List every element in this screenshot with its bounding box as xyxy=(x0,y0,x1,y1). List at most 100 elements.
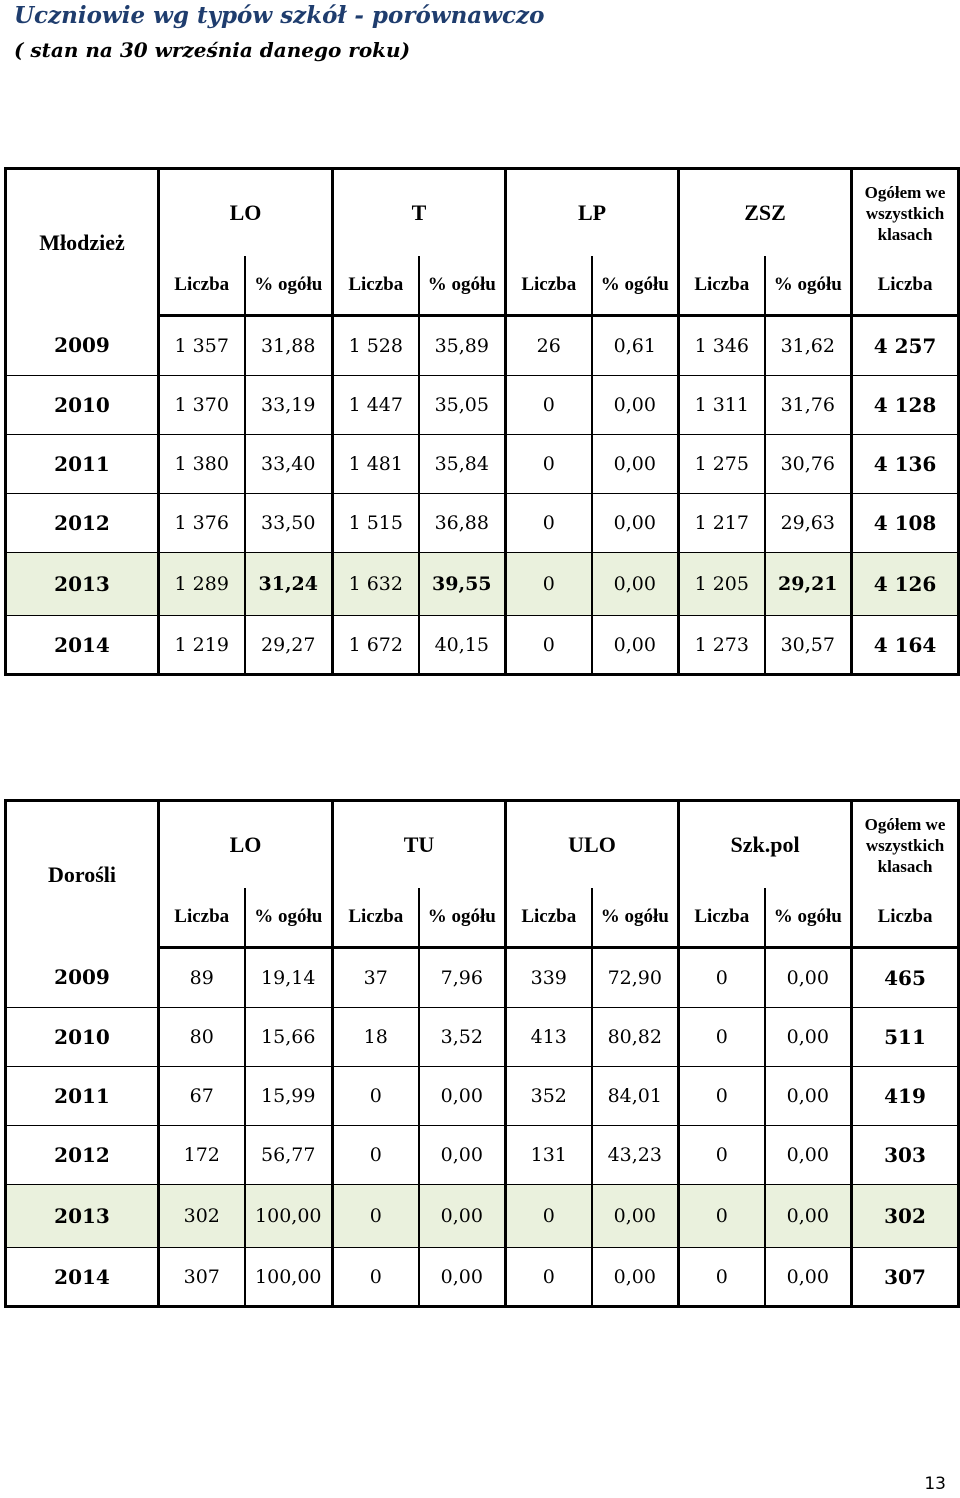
percent-subheader: % ogółu xyxy=(764,888,854,949)
percent-subheader: % ogółu xyxy=(244,888,335,949)
percent-cell: 72,90 xyxy=(591,947,681,1008)
count-subheader: Liczba xyxy=(158,256,246,317)
percent-subheader: % ogółu xyxy=(418,888,508,949)
count-cell: 339 xyxy=(505,947,593,1008)
percent-cell: 35,84 xyxy=(418,434,508,494)
percent-cell: 0,00 xyxy=(591,1247,681,1307)
percent-cell: 35,05 xyxy=(418,375,508,435)
percent-cell: 0,00 xyxy=(764,1247,854,1307)
count-cell: 1 376 xyxy=(158,493,246,553)
table-row: 2009 1 357 31,88 1 528 35,89 26 0,61 1 346 31,62… xyxy=(5,315,959,376)
percent-cell: 15,66 xyxy=(244,1007,335,1067)
count-cell: 1 447 xyxy=(332,375,420,435)
total-cell: 419 xyxy=(851,1066,959,1126)
percent-cell: 35,89 xyxy=(418,315,508,376)
count-cell: 1 528 xyxy=(332,315,420,376)
percent-cell: 29,63 xyxy=(764,493,854,553)
count-cell: 0 xyxy=(505,434,593,494)
table-row: 2010 1 370 33,19 1 447 35,05 0 0,00 1 311 31,76 4… xyxy=(5,375,959,435)
table-row: 2013 302 100,00 0 0,00 0 0,00 0 0,00 302 xyxy=(5,1184,959,1248)
count-cell: 352 xyxy=(505,1066,593,1126)
percent-cell: 0,00 xyxy=(764,1066,854,1126)
count-subheader: Liczba xyxy=(332,888,420,949)
percent-cell: 80,82 xyxy=(591,1007,681,1067)
percent-cell: 33,40 xyxy=(244,434,335,494)
header-row-subcolumns: Liczba% ogółu Liczba% ogółu Liczba% ogółu L… xyxy=(6,888,959,949)
percent-cell: 33,19 xyxy=(244,375,335,435)
percent-subheader: % ogółu xyxy=(418,256,508,317)
count-cell: 1 515 xyxy=(332,493,420,553)
header-row-subcolumns: Liczba% ogółu Liczba% ogółu Liczba% ogółu L… xyxy=(6,256,959,317)
count-cell: 0 xyxy=(678,1125,766,1185)
count-subheader: Liczba xyxy=(505,256,593,317)
percent-cell: 0,00 xyxy=(764,947,854,1008)
percent-cell: 30,76 xyxy=(764,434,854,494)
percent-cell: 40,15 xyxy=(418,615,508,675)
table-row: 2012 172 56,77 0 0,00 131 43,23 0 0,00 303 xyxy=(5,1125,959,1185)
percent-cell: 100,00 xyxy=(244,1184,335,1248)
year-cell: 2009 xyxy=(5,315,160,376)
count-cell: 0 xyxy=(332,1066,420,1126)
table-row: 2012 1 376 33,50 1 515 36,88 0 0,00 1 217 29,63 4… xyxy=(5,493,959,553)
year-cell: 2011 xyxy=(5,434,160,494)
total-cell: 307 xyxy=(884,1264,926,1289)
percent-cell: 0,00 xyxy=(764,1125,854,1185)
count-cell: 0 xyxy=(678,1007,766,1067)
count-cell: 1 275 xyxy=(678,434,766,494)
year-cell: 2012 xyxy=(5,493,160,553)
percent-cell: 56,77 xyxy=(244,1125,335,1185)
header-row-groups: Młodzież LO T LP ZSZ Ogółem we wszystkich kla… xyxy=(5,168,959,316)
percent-subheader: % ogółu xyxy=(764,256,854,317)
percent-cell: 0,00 xyxy=(764,1007,854,1067)
percent-subheader: % ogółu xyxy=(244,256,335,317)
count-cell: 0 xyxy=(678,1247,766,1307)
count-cell: 80 xyxy=(158,1007,246,1067)
percent-cell: 0,00 xyxy=(764,1184,854,1248)
school-type-header: ULO xyxy=(505,800,681,888)
count-cell: 1 481 xyxy=(332,434,420,494)
count-cell: 89 xyxy=(158,947,246,1008)
percent-cell: 31,24 xyxy=(244,552,335,616)
count-cell: 0 xyxy=(505,1247,593,1307)
percent-cell: 36,88 xyxy=(418,493,508,553)
percent-cell: 29,27 xyxy=(244,615,335,675)
count-cell: 67 xyxy=(158,1066,246,1126)
percent-cell: 100,00 xyxy=(244,1247,335,1307)
percent-cell: 15,99 xyxy=(244,1066,335,1126)
count-cell: 1 311 xyxy=(678,375,766,435)
year-cell: 2010 xyxy=(5,375,160,435)
count-cell: 1 380 xyxy=(158,434,246,494)
count-cell: 0 xyxy=(505,375,593,435)
total-cell: 4 126 xyxy=(851,552,959,616)
percent-cell: 29,21 xyxy=(764,552,854,616)
total-cell: 4 164 xyxy=(873,632,937,657)
percent-cell: 31,62 xyxy=(764,315,854,376)
total-cell: 4 257 xyxy=(851,315,959,376)
count-cell: 172 xyxy=(158,1125,246,1185)
total-cell: 465 xyxy=(851,947,959,1008)
percent-subheader: % ogółu xyxy=(591,888,681,949)
percent-cell: 31,88 xyxy=(244,315,335,376)
school-type-header: Szk.pol xyxy=(678,800,854,888)
count-subheader: Liczba xyxy=(678,888,766,949)
percent-cell: 3,52 xyxy=(418,1007,508,1067)
count-cell: 1 273 xyxy=(678,615,766,675)
year-cell: 2010 xyxy=(5,1007,160,1067)
youth-students-table: Młodzież LO T LP ZSZ Ogółem we wszystkich kla… xyxy=(4,167,960,676)
school-type-header: LP xyxy=(505,168,681,256)
count-cell: 307 xyxy=(158,1247,246,1307)
count-cell: 1 217 xyxy=(678,493,766,553)
count-subheader: Liczba xyxy=(332,256,420,317)
count-cell: 302 xyxy=(158,1184,246,1248)
total-cell: 4 128 xyxy=(851,375,959,435)
count-cell: 37 xyxy=(332,947,420,1008)
count-cell: 1 357 xyxy=(158,315,246,376)
year-cell: 2009 xyxy=(5,947,160,1008)
total-cell: 302 xyxy=(851,1184,959,1248)
year-cell: 2011 xyxy=(5,1066,160,1126)
total-cell: 4 108 xyxy=(851,493,959,553)
total-cell: 511 xyxy=(851,1007,959,1067)
total-cell: 4 136 xyxy=(851,434,959,494)
percent-cell: 0,00 xyxy=(418,1066,508,1126)
percent-cell: 31,76 xyxy=(764,375,854,435)
